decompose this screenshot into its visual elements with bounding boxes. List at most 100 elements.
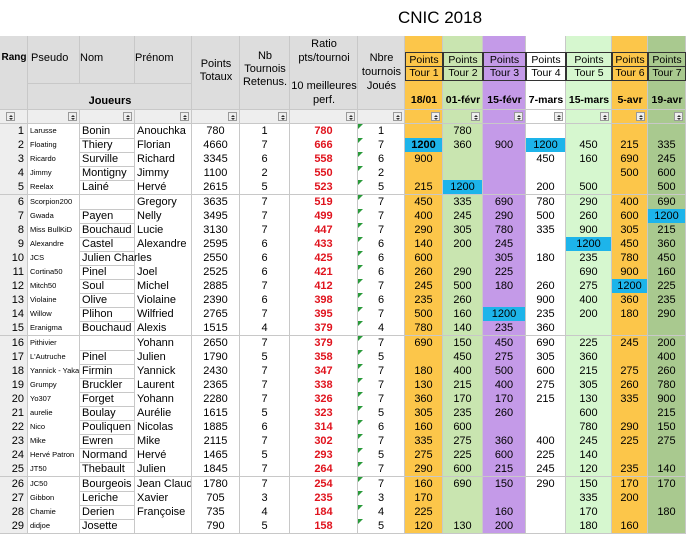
filter-cell — [28, 110, 80, 124]
points-total-cell: 3345 — [192, 152, 240, 168]
nb-retenus-cell: 1 — [240, 124, 290, 140]
tour-points — [526, 490, 566, 506]
nom-cell: Josette — [80, 518, 135, 534]
nom-cell: Surville — [80, 152, 135, 168]
tour-points: 170 — [648, 476, 686, 492]
points-total-cell: 705 — [192, 490, 240, 506]
tour-points: 500 — [566, 180, 612, 196]
tour-label: Points — [443, 52, 483, 67]
tour-points: 140 — [566, 448, 612, 464]
tour-points — [648, 124, 686, 140]
prenom-cell: Hervé — [135, 180, 192, 196]
tour-points: 130 — [405, 377, 443, 393]
filter-button — [228, 112, 237, 121]
tour-label: Points — [566, 52, 612, 67]
points-total-cell: 1465 — [192, 448, 240, 464]
rank-cell: 24 — [0, 448, 28, 464]
points-total-cell: 3495 — [192, 208, 240, 224]
filter-cell — [80, 110, 135, 124]
rank-cell: 10 — [0, 250, 28, 266]
tour-points: 180 — [648, 504, 686, 520]
tour-points — [443, 166, 483, 182]
tour-points — [526, 124, 566, 140]
prenom-cell: Xavier — [135, 490, 192, 506]
filter-button — [471, 112, 480, 121]
rank-cell: 28 — [0, 504, 28, 520]
nom-cell: Thebault — [80, 462, 135, 478]
nb-joues-cell: 5 — [358, 349, 405, 365]
ratio-cell: 421 — [290, 265, 358, 281]
tour-points — [612, 448, 648, 464]
nom-cell: Firmin — [80, 363, 135, 379]
tour-points: 600 — [648, 166, 686, 182]
tour-points: 690 — [483, 194, 526, 210]
pseudo-cell: L'Autruche — [28, 349, 80, 365]
tour-points — [648, 448, 686, 464]
tour-points: 215 — [566, 363, 612, 379]
tour-points: 130 — [443, 518, 483, 534]
tour-points — [483, 293, 526, 309]
nb-joues-cell: 7 — [358, 194, 405, 210]
nb-retenus-cell: 7 — [240, 434, 290, 450]
tour-points: 780 — [443, 124, 483, 140]
tour-points — [443, 504, 483, 520]
pseudo-cell: Hervé Patron — [28, 448, 80, 464]
tour-points: 225 — [443, 448, 483, 464]
ratio-cell: 780 — [290, 124, 358, 140]
nb-joues-cell: 5 — [358, 406, 405, 422]
ratio-cell: 519 — [290, 194, 358, 210]
tour-points: 305 — [405, 406, 443, 422]
ratio-cell: 235 — [290, 490, 358, 506]
rank-cell: 6 — [0, 194, 28, 210]
nom-cell: Pinel — [80, 349, 135, 365]
nb-retenus-cell: 7 — [240, 222, 290, 238]
pseudo-cell: Jimmy — [28, 166, 80, 182]
rank-cell: 27 — [0, 490, 28, 506]
header-cell — [192, 36, 240, 110]
tour-label: Points — [612, 52, 648, 67]
points-total-cell: 2525 — [192, 265, 240, 281]
ratio-cell: 338 — [290, 377, 358, 393]
prenom-cell: Richard — [135, 152, 192, 168]
nom-cell: Bouchaud — [80, 222, 135, 238]
nom-cell: Derien — [80, 504, 135, 520]
tour-points: 245 — [526, 462, 566, 478]
ratio-cell: 550 — [290, 166, 358, 182]
rank-cell: 17 — [0, 349, 28, 365]
nb-joues-cell: 7 — [358, 222, 405, 238]
tour-points: 360 — [648, 236, 686, 252]
tour-date: 01-févr — [445, 94, 481, 106]
points-total-cell: 2280 — [192, 391, 240, 407]
header-group: Joueurs — [88, 95, 132, 107]
filter-button — [636, 112, 645, 121]
nom-cell: Montigny — [80, 166, 135, 182]
tour-points: 245 — [566, 434, 612, 450]
header-ratio: perf. — [312, 94, 335, 106]
tour-points: 360 — [405, 391, 443, 407]
tour-name: Tour 7 — [648, 66, 686, 81]
tour-points: 900 — [526, 293, 566, 309]
pseudo-cell: Alexandre — [28, 236, 80, 252]
nb-retenus-cell: 7 — [240, 138, 290, 154]
ratio-cell: 447 — [290, 222, 358, 238]
filter-button — [278, 112, 287, 121]
tour-points: 245 — [483, 236, 526, 252]
ratio-cell: 347 — [290, 363, 358, 379]
tour-points: 120 — [405, 518, 443, 534]
tour-points: 335 — [566, 490, 612, 506]
header-total: Totaux — [199, 71, 233, 83]
tour-points: 160 — [443, 307, 483, 323]
tour-points: 160 — [566, 152, 612, 168]
nb-retenus-cell: 7 — [240, 335, 290, 351]
pseudo-cell: Yo307 — [28, 391, 80, 407]
tour-points: 200 — [566, 307, 612, 323]
tour-points: 305 — [443, 222, 483, 238]
tour-points: 360 — [566, 349, 612, 365]
nb-joues-cell: 2 — [358, 166, 405, 182]
tour-points: 780 — [648, 377, 686, 393]
tour-points: 225 — [612, 434, 648, 450]
tour-points — [483, 490, 526, 506]
nb-retenus-cell: 5 — [240, 349, 290, 365]
tour-points — [612, 349, 648, 365]
tour-points — [526, 166, 566, 182]
